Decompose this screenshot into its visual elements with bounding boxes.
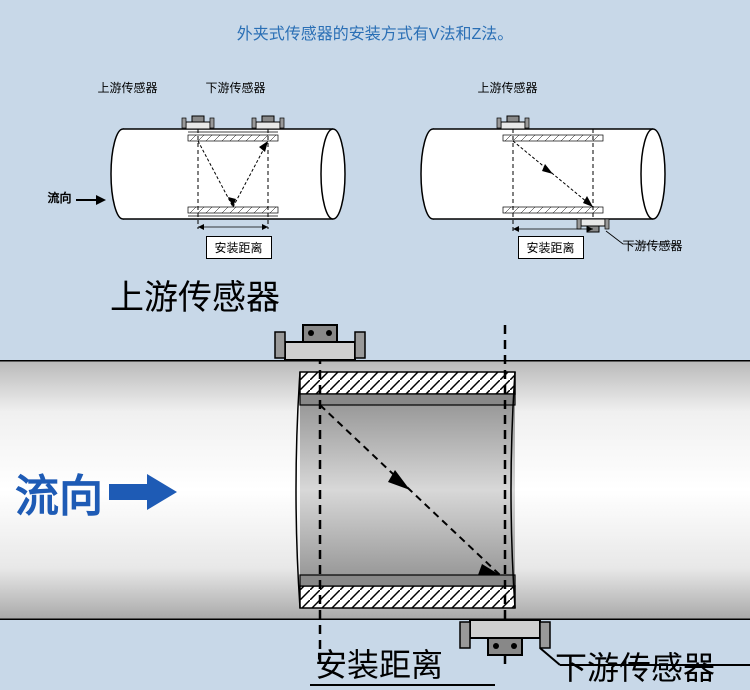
v-method-diagram: 上游传感器 下游传感器 流向 — [48, 84, 358, 264]
sensor-downstream-icon — [252, 116, 284, 129]
sensor-upstream-icon — [182, 116, 214, 129]
downstream-label: 下游传感器 — [623, 237, 683, 254]
install-distance-box: 安装距离 — [206, 236, 272, 259]
downstream-label: 下游传感器 — [206, 79, 266, 96]
small-diagrams-row: 上游传感器 下游传感器 流向 — [0, 84, 750, 264]
z-method-diagram: 上游传感器 — [393, 84, 703, 264]
diagram-title: 外夹式传感器的安装方式有V法和Z法。 — [0, 0, 750, 44]
flow-arrow-big-icon — [109, 472, 179, 512]
sensor-upstream-icon — [497, 116, 529, 129]
install-distance-label-big: 安装距离 — [315, 640, 443, 686]
upstream-label: 上游传感器 — [478, 79, 538, 96]
flow-label-big: 流向 — [15, 460, 179, 524]
flow-text-big: 流向 — [15, 460, 103, 524]
upstream-label: 上游传感器 — [98, 79, 158, 96]
flow-label: 流向 — [48, 189, 72, 206]
sensor-downstream-icon — [577, 219, 609, 232]
sensor-upstream-big-icon — [275, 325, 365, 360]
big-z-diagram: 上游传感器 — [0, 270, 750, 690]
upstream-label-big: 上游传感器 — [110, 270, 280, 319]
install-distance-box: 安装距离 — [518, 236, 584, 259]
v-pipe-svg — [108, 109, 368, 249]
downstream-label-big: 下游传感器 — [555, 643, 715, 689]
sensor-downstream-big-icon — [460, 620, 550, 655]
flow-arrow-icon — [76, 194, 106, 206]
